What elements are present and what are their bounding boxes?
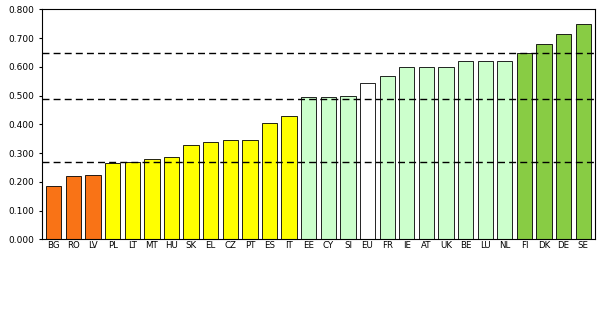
- Bar: [458, 61, 473, 239]
- Bar: [556, 34, 572, 239]
- Bar: [576, 24, 591, 239]
- Bar: [222, 140, 238, 239]
- Bar: [85, 175, 101, 239]
- Bar: [124, 162, 140, 239]
- Bar: [478, 61, 493, 239]
- Bar: [301, 97, 316, 239]
- Bar: [242, 140, 258, 239]
- Bar: [360, 83, 375, 239]
- Bar: [517, 53, 532, 239]
- Bar: [281, 116, 297, 239]
- Bar: [66, 176, 81, 239]
- Bar: [536, 44, 552, 239]
- Bar: [379, 76, 395, 239]
- Bar: [105, 163, 120, 239]
- Bar: [144, 159, 159, 239]
- Bar: [183, 145, 199, 239]
- Bar: [340, 96, 356, 239]
- Bar: [262, 123, 277, 239]
- Bar: [46, 186, 61, 239]
- Bar: [164, 158, 179, 239]
- Bar: [321, 97, 336, 239]
- Bar: [399, 67, 415, 239]
- Bar: [438, 67, 454, 239]
- Bar: [497, 61, 513, 239]
- Bar: [203, 142, 218, 239]
- Bar: [419, 67, 434, 239]
